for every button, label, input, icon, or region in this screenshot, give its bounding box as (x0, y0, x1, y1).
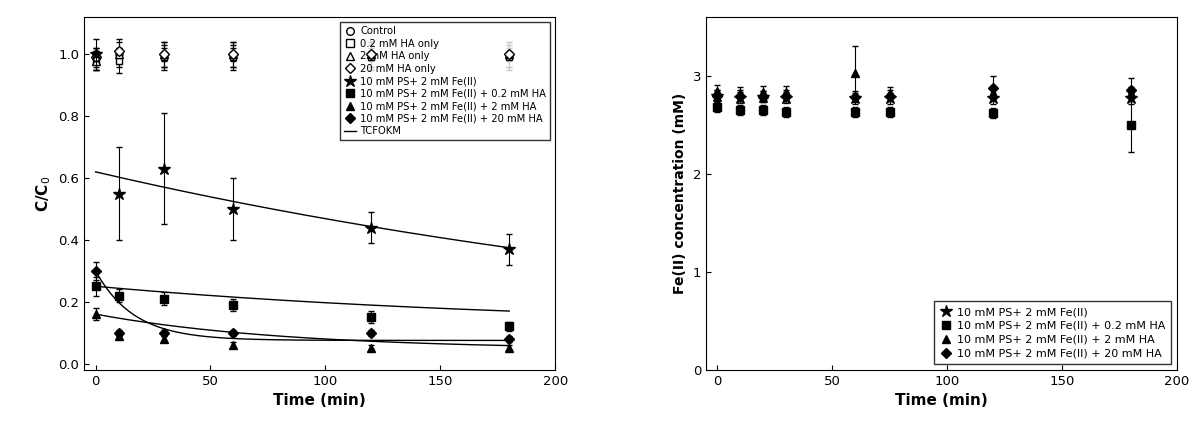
X-axis label: Time (min): Time (min) (274, 393, 366, 408)
Y-axis label: Fe(II) concentration (mM): Fe(II) concentration (mM) (673, 93, 687, 294)
Y-axis label: C/C$_0$: C/C$_0$ (34, 175, 53, 212)
Legend: Control, 0.2 mM HA only, 2 mM HA only, 20 mM HA only, 10 mM PS+ 2 mM Fe(II), 10 : Control, 0.2 mM HA only, 2 mM HA only, 2… (340, 22, 550, 140)
X-axis label: Time (min): Time (min) (895, 393, 987, 408)
Legend: 10 mM PS+ 2 mM Fe(II), 10 mM PS+ 2 mM Fe(II) + 0.2 mM HA, 10 mM PS+ 2 mM Fe(II) : 10 mM PS+ 2 mM Fe(II), 10 mM PS+ 2 mM Fe… (934, 301, 1171, 364)
